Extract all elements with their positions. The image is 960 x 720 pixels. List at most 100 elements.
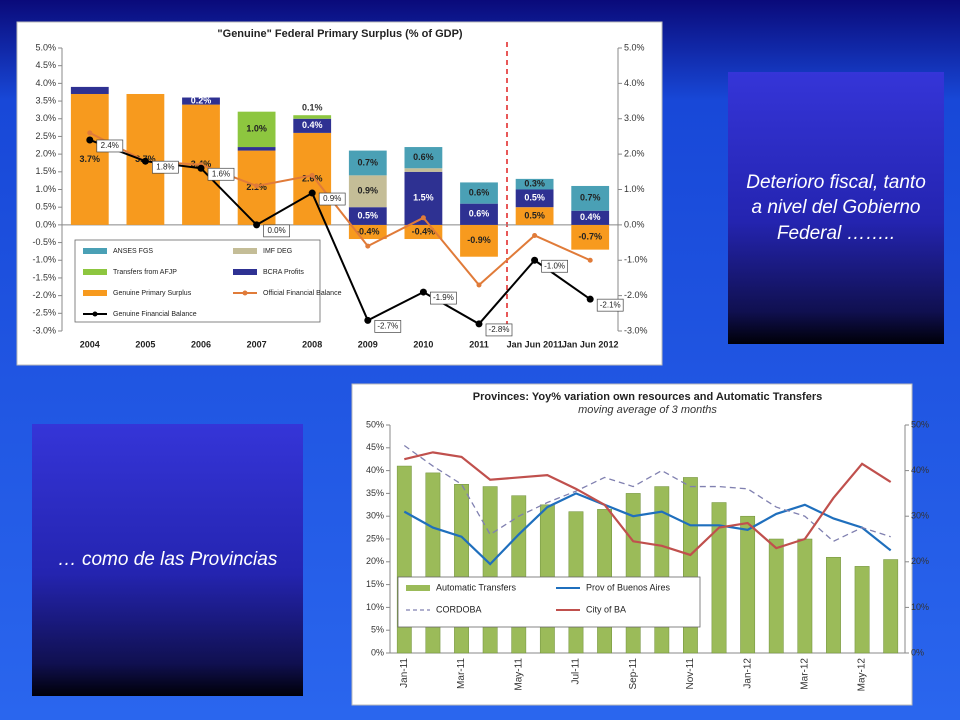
y-tick-label: 3.0% [35,113,56,123]
bar-segment [404,168,443,172]
line-marker [253,221,261,229]
legend-swatch [233,269,257,275]
label-box [374,320,402,333]
legend-marker [92,311,98,317]
bar-label: 0.6% [469,209,490,219]
label-box [318,192,346,206]
y2-tick-label: 4.0% [624,78,645,88]
legend-label: Transfers from AFJP [113,269,177,276]
bar-label: 2.6% [302,173,323,183]
y2-tick-label: 1.0% [624,184,645,194]
bar [826,556,841,654]
bar-label: 0.6% [413,152,434,162]
x-tick-label: Mar-11 [456,658,467,689]
y-tick-label: 0% [371,647,384,657]
y-tick-label: -0.5% [32,237,56,247]
line-marker [586,295,594,303]
y-tick-label: 3.5% [35,95,56,105]
y-tick-label: 1.5% [35,166,56,176]
line-marker [420,215,426,221]
label-box [430,291,457,305]
legend-swatch [406,585,430,591]
y-tick-label: 35% [366,488,384,498]
bar [768,538,784,654]
bar-label: -0.4% [356,226,380,236]
x-tick-label: Mar-12 [800,658,811,690]
y-tick-label: 25% [366,533,384,543]
x-tick-label: Jan-12 [742,658,753,689]
y-tick-label: 45% [366,442,384,452]
y2-tick-label: 2.0% [624,149,645,159]
line-marker [365,243,371,249]
y2-tick-label: 10% [911,602,929,612]
x-tick-label: Jan-11 [399,658,410,688]
x-tick-label: 2010 [413,339,433,349]
x-tick-label: 2011 [469,339,489,349]
legend-label: Prov of Buenos Aires [586,582,671,592]
line-label: -2.1% [600,300,621,309]
label-box [485,323,513,337]
bar-segment [237,111,276,148]
y-tick-label: -1.0% [32,255,56,265]
bar-label: 0.9% [358,186,379,196]
y-tick-label: 0.5% [35,202,56,212]
line-label: -2.7% [377,321,398,330]
line-label: 1.6% [212,169,230,178]
label-box [207,167,235,181]
legend-marker [242,290,248,296]
legend-swatch [83,248,107,254]
chart-subtitle: moving average of 3 months [578,404,717,416]
bar-label: -0.9% [467,235,491,245]
line-label: 0.0% [267,226,285,235]
legend-label: City of BA [586,604,626,614]
bar-label: 0.5% [524,210,545,220]
legend-label: Automatic Transfers [436,582,517,592]
legend-label: ANSES FGS [113,248,153,255]
line-marker [476,282,482,288]
bar-label: 0.5% [358,210,379,220]
y-tick-label: 40% [366,465,384,475]
y-tick-label: 4.5% [35,60,56,70]
y2-tick-label: 30% [911,511,929,521]
y-tick-label: 10% [366,602,384,612]
legend-label: IMF DEG [263,248,292,255]
line-marker [531,256,539,264]
line-label: 2.4% [101,141,119,150]
bar-label: 3.7% [80,154,101,164]
bar-segment [293,115,332,119]
bar-segment [348,175,387,208]
x-tick-label: Nov-11 [685,658,696,690]
bar-label: 1.5% [413,193,434,203]
bar-segment [348,207,387,225]
y-tick-label: 20% [366,556,384,566]
line-series [403,444,891,543]
bar-label: 0.3% [524,179,545,189]
x-tick-label: 2007 [247,339,267,349]
bar-label: 0.7% [358,157,379,167]
bar-segment [404,147,443,169]
x-tick-label: 2009 [358,339,378,349]
y2-tick-label: 40% [911,465,929,475]
x-tick-label: May-11 [513,658,524,691]
x-tick-label: 2008 [302,339,322,349]
legend-box [74,239,321,323]
bar-segment [182,97,220,105]
y-tick-label: 2.0% [35,149,56,159]
chart-title: Provinces: Yoy% variation own resources … [473,391,822,403]
y-tick-label: -2.0% [32,290,56,300]
label-box [541,259,568,273]
text-box: … como de las Provincias [32,424,303,696]
y2-tick-label: -2.0% [624,290,648,300]
y-tick-label: 2.5% [35,131,56,141]
bar-segment [70,93,109,225]
line-marker [86,136,94,144]
line-marker [308,189,316,197]
y-tick-label: 1.0% [35,184,56,194]
x-tick-label: Jan Jun 2011 [507,339,563,349]
y-tick-label: 0.0% [35,219,56,229]
bar-segment [515,178,554,190]
bar-segment [460,224,498,257]
bar-label: -0.4% [412,226,436,236]
line-series [403,492,892,566]
